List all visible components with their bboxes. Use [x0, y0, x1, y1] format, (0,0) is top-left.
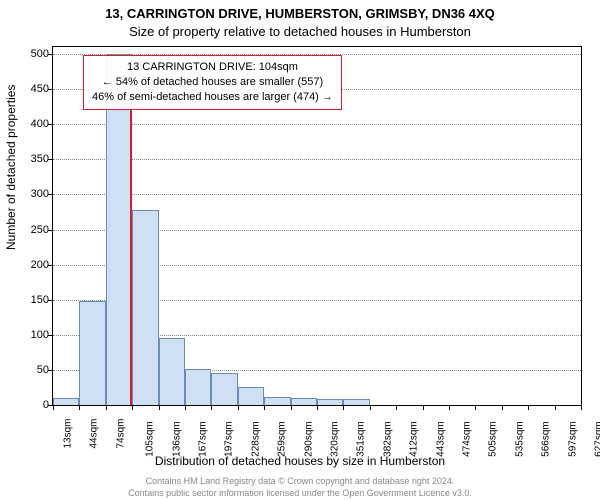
xtick-mark: [264, 405, 265, 410]
xtick-label: 597sqm: [567, 421, 578, 457]
xtick-mark: [555, 405, 556, 410]
xtick-label: 167sqm: [197, 421, 208, 457]
xtick-label: 197sqm: [224, 421, 235, 457]
histogram-bar: [53, 398, 79, 405]
xtick-mark: [343, 405, 344, 410]
ytick-label: 0: [43, 399, 49, 411]
footer-copyright: Contains HM Land Registry data © Crown c…: [0, 476, 600, 486]
xtick-mark: [53, 405, 54, 410]
xtick-mark: [370, 405, 371, 410]
xtick-label: 320sqm: [329, 421, 340, 457]
xtick-mark: [396, 405, 397, 410]
histogram-bar: [343, 399, 369, 405]
ytick-label: 150: [31, 294, 49, 306]
xtick-label: 535sqm: [514, 421, 525, 457]
xtick-mark: [423, 405, 424, 410]
histogram-bar: [185, 369, 211, 406]
callout-property-size: 13 CARRINGTON DRIVE: 104sqm: [92, 60, 333, 75]
callout-larger-pct: 46% of semi-detached houses are larger (…: [92, 90, 333, 105]
x-axis-label: Distribution of detached houses by size …: [0, 454, 600, 468]
xtick-label: 474sqm: [461, 421, 472, 457]
xtick-mark: [449, 405, 450, 410]
chart-subtitle: Size of property relative to detached ho…: [0, 24, 600, 39]
histogram-bar: [291, 398, 317, 405]
chart-container: { "titles": { "line1": "13, CARRINGTON D…: [0, 0, 600, 500]
xtick-label: 105sqm: [144, 421, 155, 457]
xtick-label: 44sqm: [89, 419, 100, 449]
xtick-label: 505sqm: [488, 421, 499, 457]
y-axis-label: Number of detached properties: [4, 85, 18, 250]
xtick-mark: [132, 405, 133, 410]
xtick-mark: [211, 405, 212, 410]
xtick-mark: [317, 405, 318, 410]
ytick-label: 400: [31, 118, 49, 130]
ytick-label: 450: [31, 83, 49, 95]
xtick-mark: [291, 405, 292, 410]
histogram-bar: [211, 373, 237, 405]
xtick-mark: [79, 405, 80, 410]
xtick-mark: [581, 405, 582, 410]
xtick-mark: [238, 405, 239, 410]
callout-smaller-pct: ← 54% of detached houses are smaller (55…: [92, 75, 333, 90]
xtick-mark: [475, 405, 476, 410]
gridline: [53, 194, 581, 195]
ytick-label: 100: [31, 329, 49, 341]
gridline: [53, 124, 581, 125]
xtick-label: 74sqm: [115, 419, 126, 449]
xtick-mark: [185, 405, 186, 410]
property-marker-line: [130, 110, 132, 405]
ytick-label: 250: [31, 224, 49, 236]
gridline: [53, 159, 581, 160]
histogram-bar: [238, 387, 264, 405]
chart-title-address: 13, CARRINGTON DRIVE, HUMBERSTON, GRIMSB…: [0, 6, 600, 21]
xtick-mark: [528, 405, 529, 410]
histogram-bar: [317, 399, 343, 405]
ytick-label: 500: [31, 48, 49, 60]
histogram-bar: [79, 301, 105, 405]
xtick-label: 228sqm: [250, 421, 261, 457]
xtick-label: 136sqm: [171, 421, 182, 457]
xtick-label: 412sqm: [408, 421, 419, 457]
xtick-label: 443sqm: [435, 421, 446, 457]
xtick-label: 351sqm: [356, 421, 367, 457]
ytick-label: 50: [37, 364, 49, 376]
xtick-label: 382sqm: [382, 421, 393, 457]
xtick-label: 259sqm: [276, 421, 287, 457]
plot-area: 05010015020025030035040045050013sqm44sqm…: [52, 46, 582, 406]
xtick-mark: [106, 405, 107, 410]
ytick-label: 200: [31, 259, 49, 271]
xtick-label: 627sqm: [593, 421, 600, 457]
xtick-label: 13sqm: [63, 419, 74, 449]
xtick-mark: [502, 405, 503, 410]
histogram-bar: [132, 210, 158, 405]
ytick-label: 300: [31, 188, 49, 200]
xtick-label: 290sqm: [303, 421, 314, 457]
histogram-bar: [159, 338, 185, 405]
property-callout: 13 CARRINGTON DRIVE: 104sqm ← 54% of det…: [83, 55, 342, 110]
histogram-bar: [264, 397, 290, 405]
ytick-label: 350: [31, 153, 49, 165]
xtick-mark: [159, 405, 160, 410]
xtick-label: 566sqm: [540, 421, 551, 457]
footer-license: Contains public sector information licen…: [0, 488, 600, 498]
